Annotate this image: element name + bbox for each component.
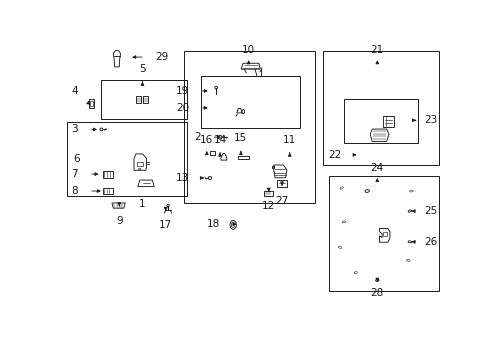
Text: 5: 5 <box>139 64 145 74</box>
Bar <box>136 96 141 103</box>
Text: 14: 14 <box>213 135 226 145</box>
Text: 16: 16 <box>200 135 213 145</box>
Bar <box>272 166 274 168</box>
Text: 2: 2 <box>194 132 200 142</box>
Bar <box>343 99 417 143</box>
Text: 7: 7 <box>71 169 78 179</box>
Bar <box>142 96 148 103</box>
Text: 3: 3 <box>71 125 78 134</box>
Bar <box>102 188 112 194</box>
Text: 26: 26 <box>423 237 436 247</box>
Bar <box>382 233 386 236</box>
Text: 4: 4 <box>71 86 78 95</box>
Bar <box>200 76 299 128</box>
Bar <box>209 150 214 155</box>
Text: 15: 15 <box>234 133 247 143</box>
Bar <box>328 176 438 291</box>
Text: 24: 24 <box>370 163 383 172</box>
Text: 29: 29 <box>155 52 168 62</box>
Text: 8: 8 <box>71 186 78 196</box>
Text: 19: 19 <box>175 86 189 96</box>
Text: 23: 23 <box>423 115 436 125</box>
Text: 21: 21 <box>370 45 383 55</box>
Text: 11: 11 <box>283 135 296 145</box>
Bar <box>277 180 286 187</box>
Text: 9: 9 <box>116 216 122 226</box>
Text: 18: 18 <box>206 219 220 229</box>
Bar <box>183 51 315 203</box>
Bar <box>264 190 273 196</box>
Text: 20: 20 <box>176 103 189 113</box>
Text: 1: 1 <box>139 199 145 209</box>
Text: 10: 10 <box>242 45 255 55</box>
Text: 28: 28 <box>370 288 383 298</box>
Text: 27: 27 <box>275 195 288 206</box>
Text: 25: 25 <box>423 206 436 216</box>
Text: 22: 22 <box>328 150 341 160</box>
Bar <box>67 122 186 195</box>
Text: 6: 6 <box>73 154 80 164</box>
Bar <box>323 51 438 165</box>
Text: 13: 13 <box>175 173 189 183</box>
Bar <box>102 171 112 177</box>
Bar <box>237 156 248 159</box>
Text: 17: 17 <box>159 220 172 230</box>
Bar <box>137 162 143 166</box>
Bar <box>101 80 186 119</box>
Text: 12: 12 <box>262 201 275 211</box>
Bar <box>382 116 393 127</box>
